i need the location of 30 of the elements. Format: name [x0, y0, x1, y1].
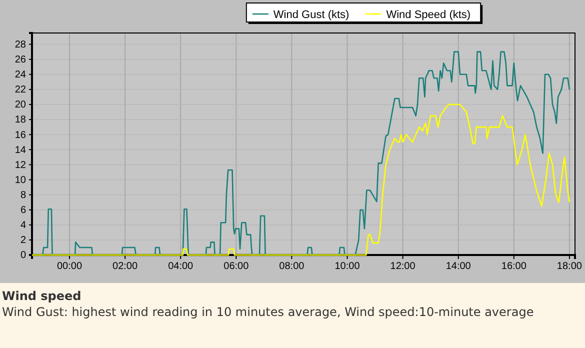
y-tick-label: 16: [14, 130, 26, 141]
y-tick-label: 14: [14, 144, 26, 156]
y-tick-label: 18: [14, 114, 26, 126]
y-tick-label: 26: [14, 54, 26, 66]
y-tick-label: 10: [14, 174, 26, 186]
y-tick-label: 4: [20, 220, 26, 232]
x-tick-label: 18:00: [556, 261, 582, 272]
x-tick-label: 02:00: [112, 261, 138, 272]
x-tick-label: 04:00: [168, 261, 194, 272]
line-series: [31, 104, 570, 256]
text: Wind speed: [2, 289, 82, 303]
y-tick-label: 22: [14, 84, 26, 96]
legend-label: Wind Speed (kts): [386, 9, 471, 21]
x-tick-label: 06:00: [224, 261, 250, 272]
y-tick-label: 24: [14, 70, 26, 81]
x-tick-label: 10:00: [334, 261, 360, 272]
y-tick-label: 8: [20, 190, 26, 201]
y-tick-label: 6: [20, 205, 26, 216]
x-tick-label: 16:00: [501, 261, 527, 272]
text: Wind Gust: highest wind reading in 10 minutes average, Wind speed:10-minute average: [2, 305, 534, 319]
y-tick-label: 20: [14, 100, 26, 111]
y-tick-label: 12: [14, 160, 26, 171]
y-tick-label: 0: [20, 250, 26, 262]
x-tick-label: 08:00: [279, 261, 305, 272]
x-tick-label: 12:00: [390, 261, 416, 272]
x-tick-label: 14:00: [446, 261, 472, 272]
y-tick-label: 28: [14, 39, 26, 50]
x-tick-label: 00:00: [56, 261, 82, 272]
y-tick-label: 2: [20, 235, 26, 246]
legend-label: Wind Gust (kts): [273, 9, 350, 21]
